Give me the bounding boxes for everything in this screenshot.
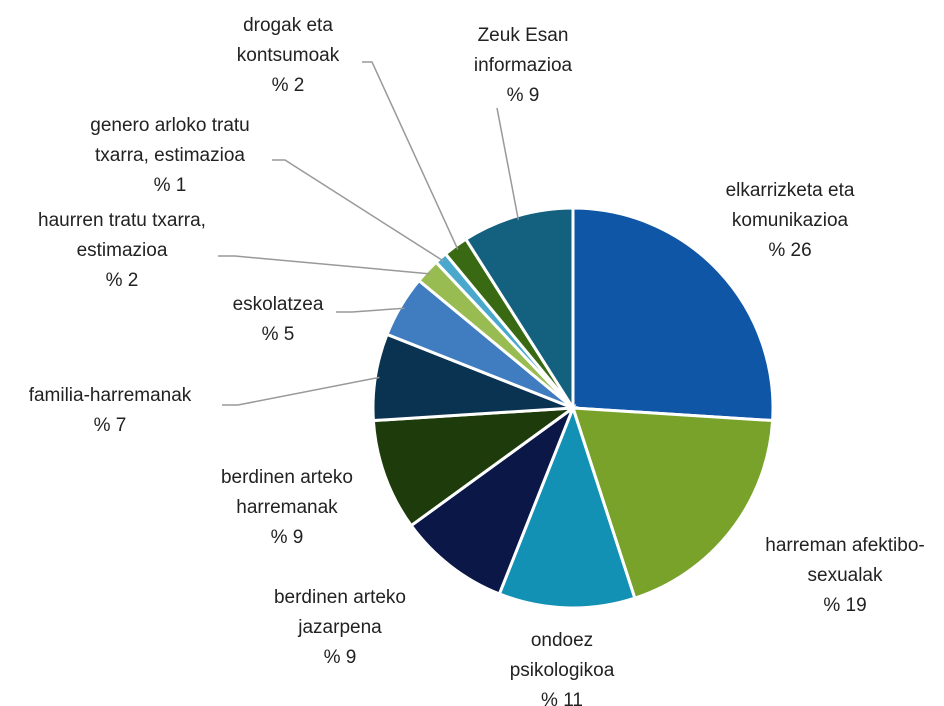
slice-label: genero arloko tratu txarra, estimazioa % … [63, 111, 278, 201]
pie-slice [497, 403, 637, 610]
category-label: familia-harremanak [28, 385, 192, 406]
leader-line [362, 61, 459, 250]
category-label: haurren tratu txarra, estimazioa [38, 210, 206, 261]
slice-label: drogak eta kontsumoak % 2 [218, 11, 358, 101]
category-label: Zeuk Esan informazioa [473, 25, 573, 76]
category-label: eskolatzea [232, 294, 324, 315]
slice-label: harreman afektibo-sexualak % 19 [745, 531, 944, 621]
category-label: drogak eta kontsumoak [236, 15, 340, 66]
pie-slice [570, 406, 775, 601]
slice-label: ondoez psikologikoa % 11 [497, 626, 627, 706]
leader-line [496, 107, 520, 220]
value-label: % 11 [541, 690, 583, 706]
value-label: % 5 [261, 324, 295, 345]
category-label: harreman afektibo-sexualak [765, 535, 925, 586]
value-label: % 9 [323, 647, 357, 668]
category-label: elkarrizketa eta komunikazioa [725, 180, 855, 231]
category-label: genero arloko tratu txarra, estimazioa [90, 115, 250, 166]
category-label: berdinen arteko jazarpena [273, 587, 407, 638]
category-label: berdinen arteko harremanak [220, 467, 354, 518]
slice-label: eskolatzea % 5 [208, 290, 348, 350]
value-label: % 2 [105, 270, 139, 291]
pie-slice [409, 403, 577, 596]
slice-label: haurren tratu txarra, estimazioa % 2 [30, 206, 215, 296]
value-label: % 2 [271, 75, 305, 96]
value-label: % 26 [768, 240, 812, 261]
slice-label: berdinen arteko harremanak % 9 [207, 463, 367, 553]
slice-label: Zeuk Esan informazioa % 9 [458, 21, 588, 111]
value-label: % 19 [823, 595, 867, 616]
value-label: % 9 [506, 85, 540, 106]
value-label: % 1 [153, 175, 187, 196]
leader-line [218, 255, 431, 275]
pie-slice [371, 406, 579, 528]
value-label: % 7 [93, 415, 127, 436]
leader-line [222, 376, 380, 406]
slice-label: berdinen arteko jazarpena % 9 [260, 583, 420, 673]
leader-line [336, 307, 405, 313]
pie-slice [571, 206, 775, 423]
leader-line [272, 159, 444, 262]
value-label: % 9 [270, 527, 304, 548]
slice-label: familia-harremanak % 7 [0, 381, 220, 441]
category-label: ondoez psikologikoa [509, 630, 615, 681]
slice-label: elkarrizketa eta komunikazioa % 26 [700, 176, 880, 266]
